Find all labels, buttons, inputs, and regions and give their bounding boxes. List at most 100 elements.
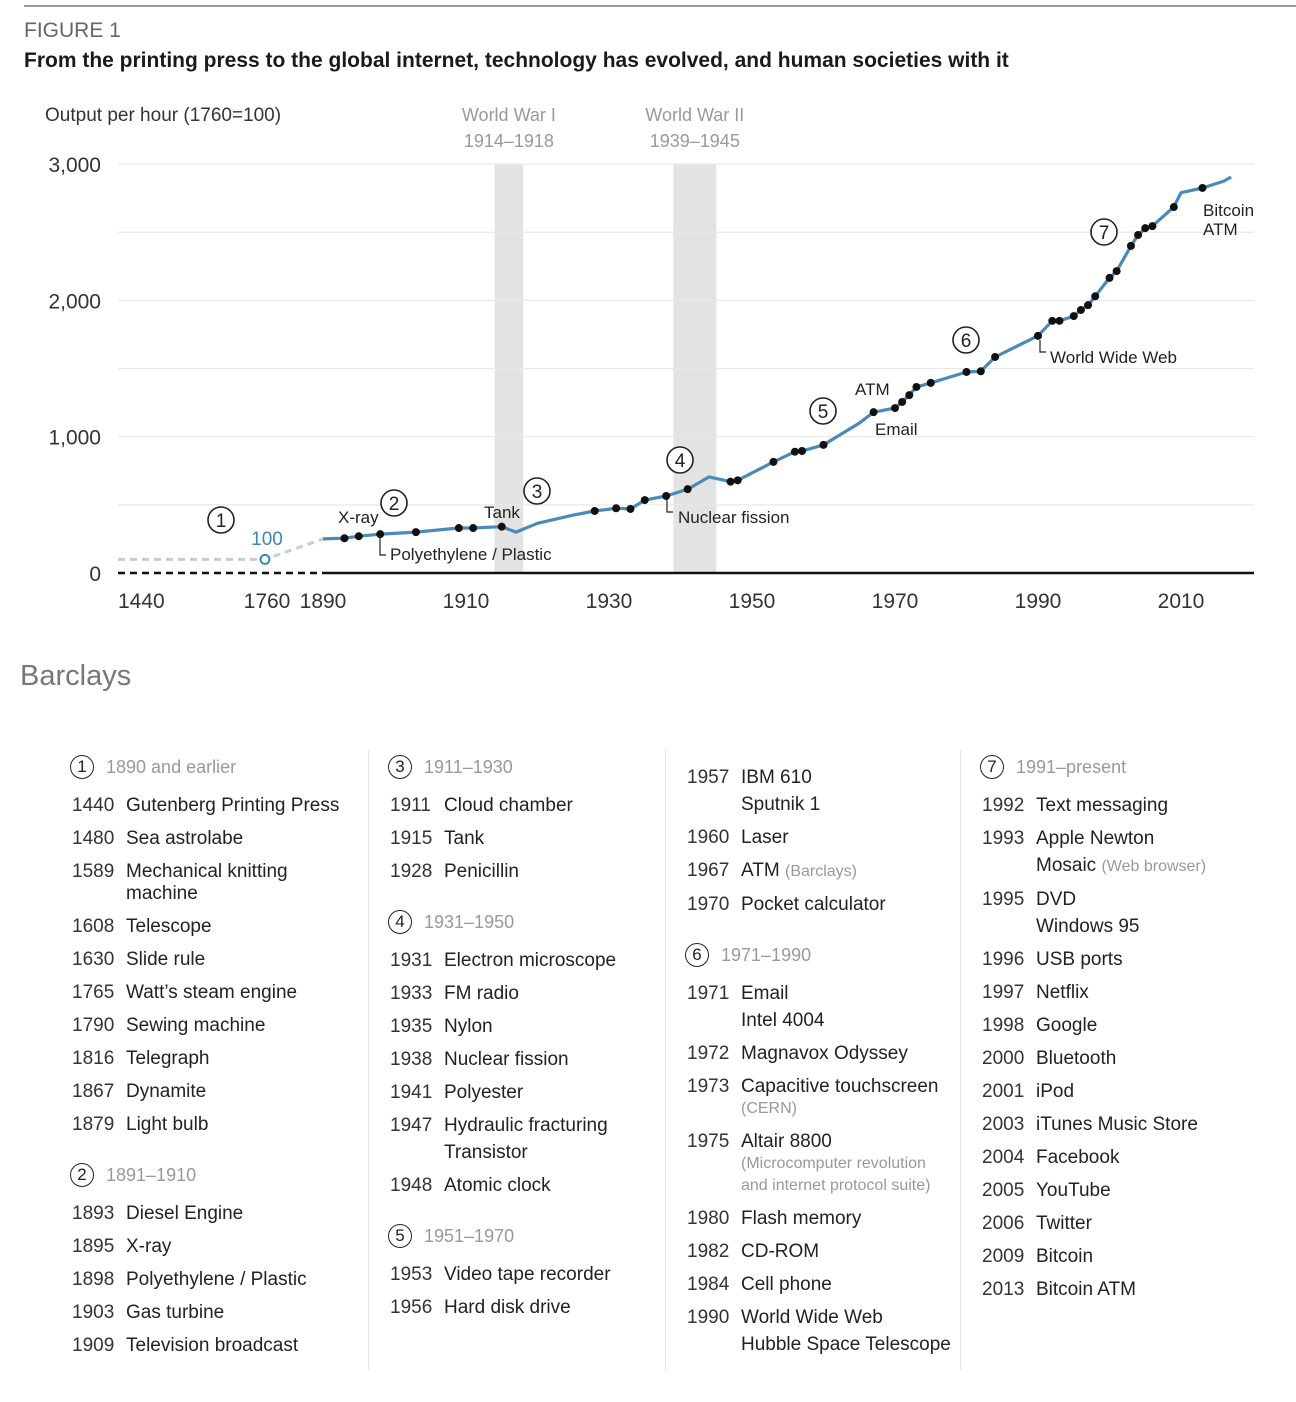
legend-item: 1971 Email (687, 983, 977, 1005)
legend-period-block: 6 1971–1990 1971 Email Intel 4004 1972 Magnavo… (685, 938, 977, 1356)
item-name: Watt’s steam engine (126, 982, 298, 1003)
legend-period-block: 2 1891–1910 1893 Diesel Engine 1895 X-ray 1898… (70, 1158, 362, 1357)
invention-marker (1091, 292, 1100, 301)
invention-marker (1105, 273, 1114, 282)
period-number: 5 (388, 1224, 412, 1248)
item-name: Pocket calculator (741, 894, 886, 915)
invention-marker (905, 391, 914, 400)
band-label: World War II (645, 105, 744, 125)
invention-marker (662, 491, 671, 500)
annotation-label: Bitcoin (1203, 201, 1254, 220)
legend-item: 1480 Sea astrolabe (72, 828, 362, 850)
period-marker-circle (952, 326, 980, 354)
invention-marker (612, 504, 621, 513)
period-number: 4 (388, 910, 412, 934)
period-marker-circle (523, 477, 551, 505)
legend-item: 2009 Bitcoin (982, 1246, 1272, 1268)
period-range: 1911–1930 (424, 756, 513, 777)
annotation-label: Tank (484, 503, 520, 522)
legend-item: 1879 Light bulb (72, 1114, 362, 1136)
x-tick-label: 1970 (872, 590, 919, 613)
column-divider (960, 750, 961, 1370)
legend-item: 2013 Bitcoin ATM (982, 1279, 1272, 1301)
invention-marker (991, 352, 1000, 361)
invention-marker (683, 485, 692, 494)
item-year: 2004 (982, 1147, 1025, 1168)
legend-item: 1970 Pocket calculator (687, 894, 977, 916)
legend-item: 1928 Penicillin (390, 861, 680, 883)
period-header: 2 1891–1910 (70, 1158, 362, 1192)
legend-item: 1984 Cell phone (687, 1274, 977, 1296)
item-year: 1973 (687, 1076, 730, 1097)
legend-item: 1993 Apple Newton (982, 828, 1272, 850)
legend-item: 1996 USB ports (982, 949, 1272, 971)
invention-marker (976, 367, 985, 376)
item-name: iTunes Music Store (1036, 1114, 1198, 1135)
period-number: 2 (70, 1163, 94, 1187)
item-name: USB ports (1036, 949, 1123, 970)
legend-item: 1973 Capacitive touchscreen (CERN) (687, 1076, 977, 1120)
period-marker-number: 5 (818, 402, 829, 423)
item-name: Sea astrolabe (126, 828, 244, 849)
pre-1890-line (118, 537, 324, 561)
item-year: 1440 (72, 795, 115, 816)
period-marker-number: 3 (532, 482, 543, 503)
annotation-label: Nuclear fission (678, 508, 790, 527)
period-number: 7 (980, 755, 1004, 779)
item-year: 1995 (982, 889, 1025, 910)
y-tick-label: 2,000 (48, 290, 101, 313)
item-name: Video tape recorder (444, 1264, 611, 1285)
legend-item: 1967 ATM (Barclays) (687, 860, 977, 883)
item-year (982, 855, 1036, 878)
period-marker-number: 1 (216, 511, 227, 532)
item-year: 2000 (982, 1048, 1025, 1069)
column-divider (665, 750, 666, 1370)
item-name: Flash memory (741, 1208, 862, 1229)
item-year: 2001 (982, 1081, 1025, 1102)
base-point-label: 100 (251, 529, 283, 550)
chart-title: From the printing press to the global in… (24, 49, 1009, 72)
item-name: Gas turbine (126, 1302, 225, 1323)
productivity-line (322, 175, 1232, 541)
item-name: Facebook (1036, 1147, 1120, 1168)
item-name: Atomic clock (444, 1175, 551, 1196)
invention-marker (497, 522, 506, 531)
item-name: Bitcoin (1036, 1246, 1094, 1267)
x-tick-label: 1930 (586, 590, 633, 613)
item-name: Email (741, 983, 789, 1004)
item-year: 1997 (982, 982, 1025, 1003)
invention-marker (726, 477, 735, 486)
period-marker-circle (809, 397, 837, 425)
legend-item: 1893 Diesel Engine (72, 1203, 362, 1225)
item-name: Diesel Engine (126, 1203, 244, 1224)
item-year: 1984 (687, 1274, 730, 1295)
item-name: Polyethylene / Plastic (126, 1269, 307, 1290)
item-name: Hubble Space Telescope (741, 1334, 951, 1355)
legend-item: 1960 Laser (687, 827, 977, 849)
y-axis-label: Output per hour (1760=100) (45, 105, 281, 126)
item-year: 1990 (687, 1307, 730, 1328)
item-name: Google (1036, 1015, 1098, 1036)
legend-period-block: 1957 IBM 610 Sputnik 1 1960 Laser 1967 ATM (Ba… (687, 750, 977, 916)
item-year: 1982 (687, 1241, 730, 1262)
y-tick-label: 1,000 (48, 427, 101, 450)
annotation-leader (379, 536, 386, 556)
item-year: 1935 (390, 1016, 433, 1037)
item-name: Nylon (444, 1016, 493, 1037)
invention-marker (869, 408, 878, 417)
annotation-label: Email (875, 420, 918, 439)
item-year: 2006 (982, 1213, 1025, 1234)
legend-column: 1 1890 and earlier 1440 Gutenberg Printing … (70, 750, 362, 1379)
invention-marker (1048, 316, 1057, 325)
legend-item: 2005 YouTube (982, 1180, 1272, 1202)
item-year: 1993 (982, 828, 1025, 849)
invention-marker (912, 382, 921, 391)
item-year: 1967 (687, 860, 730, 881)
legend-item: 1947 Hydraulic fracturing (390, 1115, 680, 1137)
item-name: Bitcoin ATM (1036, 1279, 1136, 1300)
item-year: 1630 (72, 949, 115, 970)
annotation-label: World Wide Web (1050, 348, 1177, 367)
period-header: 4 1931–1950 (388, 905, 680, 939)
item-year: 1903 (72, 1302, 115, 1323)
invention-marker (626, 504, 635, 513)
